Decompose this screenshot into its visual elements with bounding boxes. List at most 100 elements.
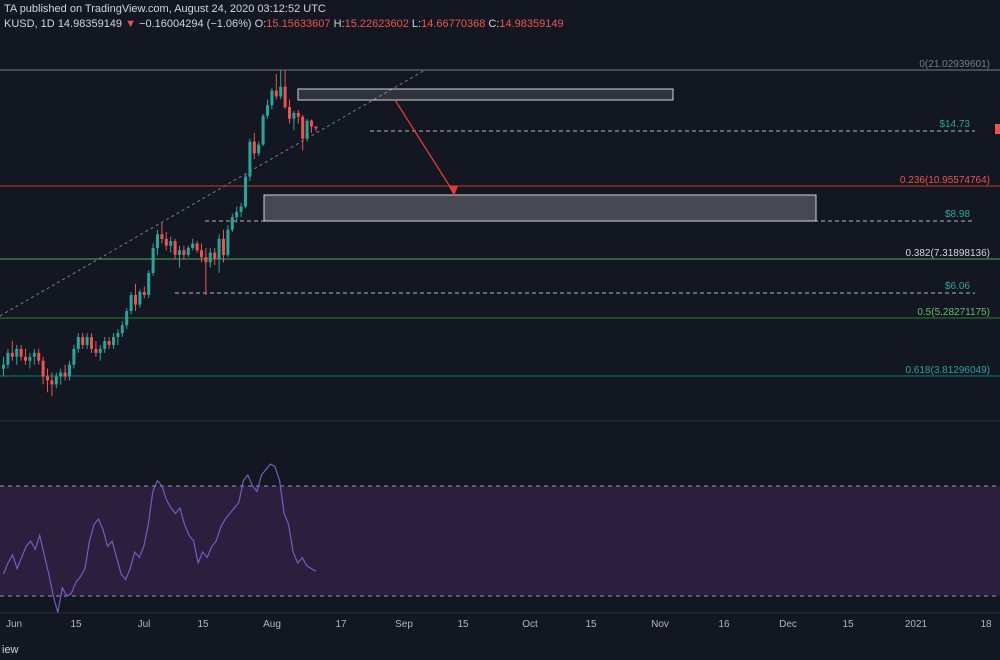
ohlc-line: KUSD, 1D 14.98359149 ▼ −0.16004294 (−1.0…	[4, 17, 564, 32]
candle-body	[283, 86, 287, 108]
candle-body	[10, 352, 14, 357]
candle-body	[305, 120, 309, 139]
candle-body	[204, 257, 208, 263]
x-axis-tick-label: Jul	[138, 619, 151, 630]
x-axis-tick-label: 17	[335, 619, 347, 630]
candle-body	[217, 238, 221, 260]
candle-body	[68, 364, 71, 377]
candle-body	[112, 337, 115, 345]
symbol-label: KUSD, 1D	[4, 18, 55, 30]
candle-body	[98, 348, 102, 353]
last-price: 14.98359149	[57, 18, 123, 30]
target-arrow-line[interactable]	[394, 99, 455, 194]
rsi-band	[0, 486, 1000, 596]
candle-body	[72, 348, 76, 365]
candle-body	[28, 356, 32, 361]
footer-text: iew	[2, 644, 19, 656]
x-axis-tick-label: 18	[980, 619, 992, 630]
fib-0-label: 0(21.02939601)	[919, 59, 990, 70]
candle-body	[151, 247, 155, 274]
close-label: C:	[488, 18, 500, 30]
open-label: O:	[254, 18, 267, 30]
x-axis-tick-label: 16	[718, 619, 730, 630]
candle-body	[222, 238, 225, 255]
fib-0618-label: 0.618(3.81296049)	[905, 365, 990, 376]
chart-header: TA published on TradingView.com, August …	[0, 0, 1000, 32]
open-value: 15.15633607	[266, 18, 331, 30]
candle-body	[50, 380, 54, 385]
candle-body	[292, 112, 296, 119]
candle-body	[156, 234, 159, 248]
candle-body	[15, 348, 19, 357]
candle-body	[138, 291, 142, 305]
candle-body	[230, 217, 234, 230]
x-axis[interactable]: Jun 15 Jul 15 Aug 17 Sep 15 Oct 15 Nov 16 Dec 15 2021 1…	[6, 619, 992, 630]
candle-body	[129, 294, 133, 312]
candle-body	[186, 247, 190, 255]
candle-body	[85, 337, 89, 345]
candle-body	[63, 372, 67, 377]
candle-body	[59, 372, 63, 377]
candle-body	[164, 238, 168, 246]
candle-body	[24, 356, 27, 361]
price-label-606: $6.06	[945, 281, 970, 292]
candle-body	[288, 107, 291, 119]
arrow-head-icon	[448, 185, 458, 196]
fib-0236-label: 0.236(10.95574764)	[900, 175, 990, 186]
candle-body	[160, 234, 164, 239]
candle-body	[19, 348, 23, 357]
x-axis-tick-label: Jun	[6, 619, 22, 630]
candle-body	[147, 273, 151, 295]
trend-line[interactable]	[0, 69, 426, 317]
candle-body	[134, 294, 137, 305]
candle-body	[279, 86, 283, 97]
candle-body	[54, 376, 58, 385]
candle-body	[142, 291, 146, 295]
candle-body	[257, 144, 261, 154]
close-value: 14.98359149	[499, 18, 564, 30]
candle-body	[261, 115, 265, 145]
x-axis-tick-label: Dec	[779, 619, 797, 630]
candle-body	[178, 250, 181, 255]
x-axis-tick-label: 15	[842, 619, 854, 630]
candle-body	[226, 229, 230, 255]
candle-body	[191, 243, 195, 248]
candle-body	[6, 352, 10, 365]
change-value: −0.16004294 (−1.06%)	[139, 18, 252, 30]
candle-body	[239, 206, 243, 212]
candle-body	[32, 352, 36, 357]
candle-body	[270, 90, 274, 106]
resistance-zone[interactable]	[297, 88, 674, 101]
candle-body	[120, 325, 124, 334]
price-chart[interactable]: 0(21.02939601) 0.236(10.95574764) 0.382(…	[0, 0, 1000, 640]
candle-body	[266, 105, 269, 116]
fib-0382-label: 0.382(7.31898136)	[905, 248, 990, 259]
candle-body	[314, 126, 318, 129]
candle-body	[235, 211, 239, 218]
x-axis-tick-label: Sep	[395, 619, 413, 630]
x-axis-tick-label: 15	[197, 619, 209, 630]
candle-body	[310, 120, 313, 127]
candle-body	[182, 250, 186, 255]
price-label-1473: $14.73	[939, 119, 970, 130]
support-zone[interactable]	[263, 194, 817, 222]
candle-body	[81, 337, 85, 345]
candle-body	[116, 333, 120, 338]
candle-body	[169, 241, 173, 246]
high-value: 15.22623602	[344, 18, 409, 30]
candle-body	[46, 376, 49, 381]
candle-body	[94, 348, 98, 353]
candle-body	[103, 340, 107, 349]
x-axis-tick-label: 15	[585, 619, 597, 630]
candle-body	[200, 250, 203, 258]
high-label: H:	[333, 18, 345, 30]
candle-body	[274, 90, 278, 97]
candle-body	[2, 364, 5, 369]
low-label: L:	[411, 18, 422, 30]
candle-body	[107, 340, 111, 345]
candle-body	[125, 311, 129, 326]
x-axis-tick-label: 15	[457, 619, 469, 630]
candle-body	[301, 116, 305, 139]
fib-05-label: 0.5(5.28271175)	[917, 307, 990, 318]
down-arrow-icon: ▼	[125, 18, 136, 30]
